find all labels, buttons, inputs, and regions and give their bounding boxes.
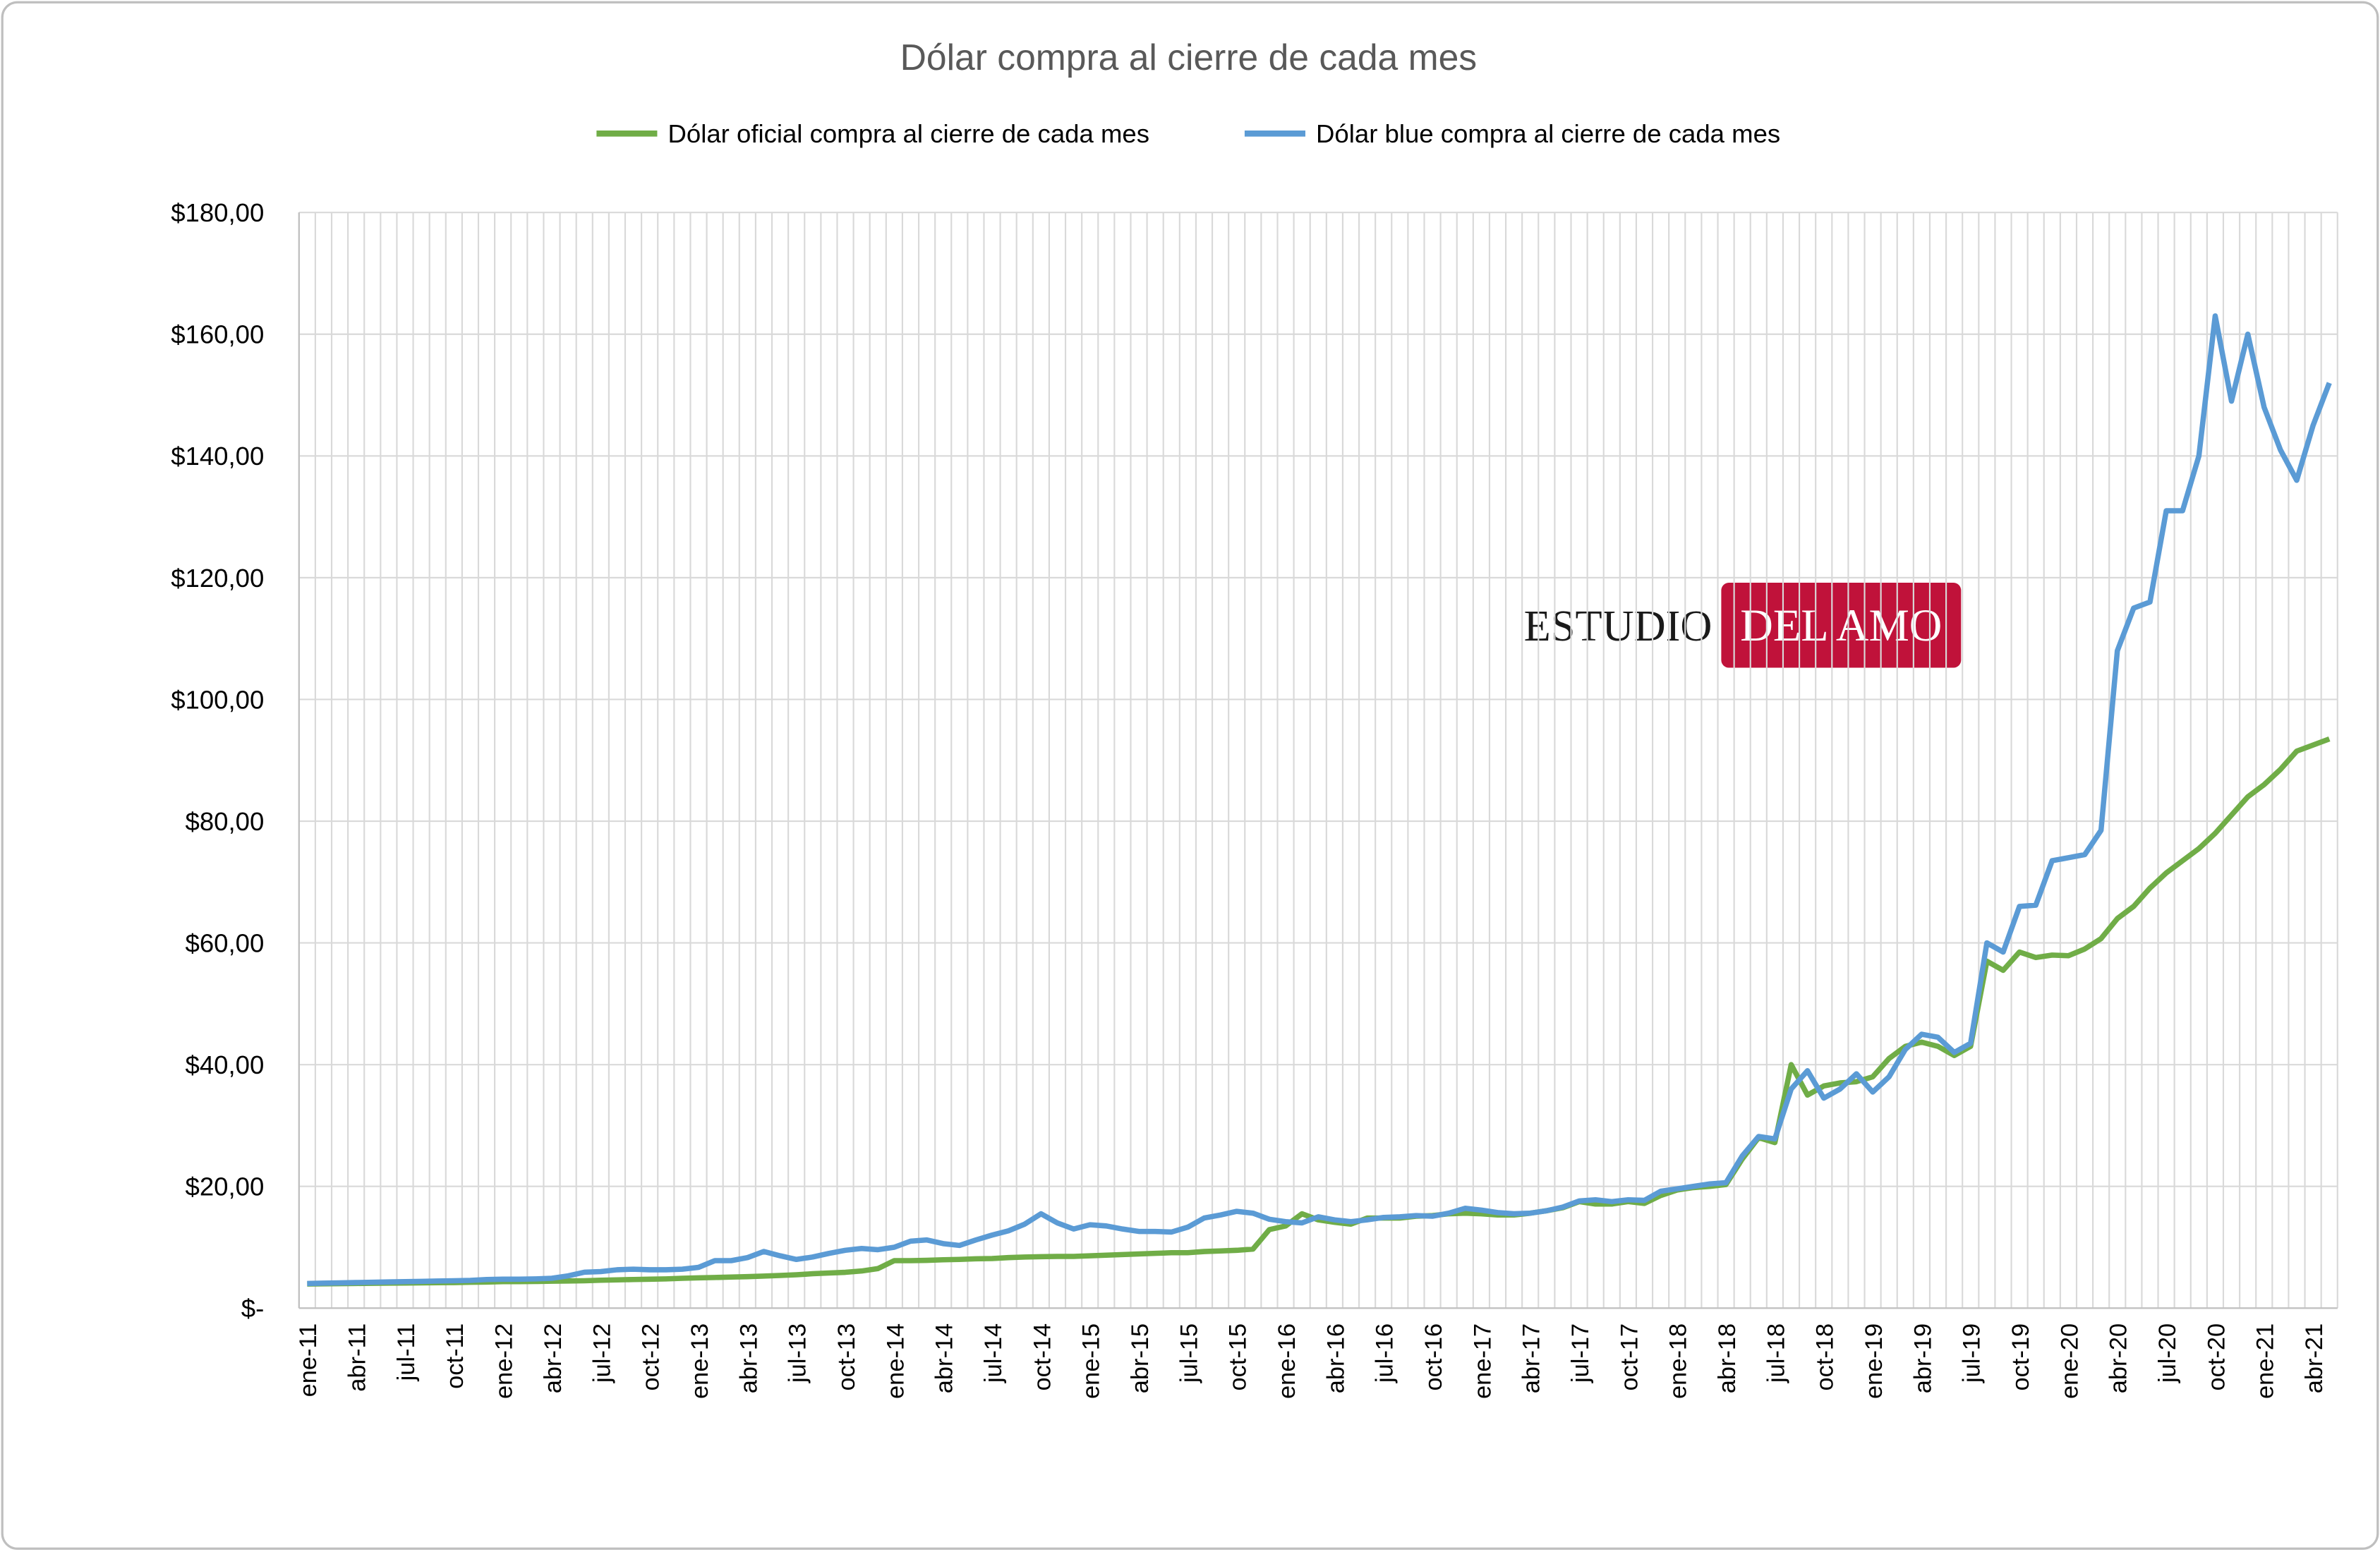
logo-right: DEL AMO xyxy=(1740,600,1942,650)
legend-label: Dólar blue compra al cierre de cada mes xyxy=(1316,119,1780,148)
series-line xyxy=(307,313,2332,1287)
y-tick-label: $100,00 xyxy=(171,685,264,714)
x-tick-label: oct-14 xyxy=(1029,1323,1056,1391)
x-tick-label: abr-20 xyxy=(2106,1323,2132,1393)
x-tick-label: jul-19 xyxy=(1959,1323,1986,1383)
x-tick-label: jul-14 xyxy=(980,1323,1007,1383)
y-tick-label: $180,00 xyxy=(171,198,264,227)
legend-label: Dólar oficial compra al cierre de cada m… xyxy=(668,119,1150,148)
y-tick-label: $120,00 xyxy=(171,564,264,593)
x-tick-label: oct-15 xyxy=(1225,1323,1252,1391)
x-tick-label: ene-14 xyxy=(882,1323,909,1399)
x-tick-label: abr-17 xyxy=(1518,1323,1545,1393)
x-tick-label: ene-11 xyxy=(295,1323,322,1398)
logo-box xyxy=(1721,583,1962,668)
x-tick-label: ene-15 xyxy=(1078,1323,1105,1399)
x-tick-label: oct-20 xyxy=(2203,1323,2230,1391)
x-tick-label: oct-17 xyxy=(1616,1323,1643,1391)
x-tick-label: jul-20 xyxy=(2154,1323,2181,1383)
lines xyxy=(307,313,2332,1287)
x-tick-label: oct-12 xyxy=(638,1323,665,1391)
x-tick-label: ene-21 xyxy=(2252,1323,2279,1399)
x-tick-label: jul-15 xyxy=(1176,1323,1202,1383)
x-tick-label: abr-16 xyxy=(1322,1323,1349,1393)
x-tick-label: abr-12 xyxy=(540,1323,567,1393)
y-tick-label: $140,00 xyxy=(171,442,264,471)
x-tick-label: jul-11 xyxy=(393,1323,420,1382)
y-tick-label: $40,00 xyxy=(186,1050,265,1079)
logo: ESTUDIO DEL AMO xyxy=(1524,583,1962,668)
x-tick-label: ene-12 xyxy=(491,1323,518,1399)
legend: Dólar oficial compra al cierre de cada m… xyxy=(596,119,1780,148)
x-tick-label: abr-18 xyxy=(1714,1323,1741,1393)
x-tick-label: oct-11 xyxy=(442,1323,469,1389)
y-tick-label: $20,00 xyxy=(186,1172,265,1201)
logo-left: ESTUDIO xyxy=(1524,602,1712,650)
y-tick-label: $160,00 xyxy=(171,320,264,349)
x-tick-label: jul-16 xyxy=(1372,1323,1399,1383)
x-tick-label: jul-18 xyxy=(1763,1323,1789,1383)
x-tick-label: ene-20 xyxy=(2056,1323,2083,1399)
x-tick-label: oct-19 xyxy=(2007,1323,2034,1391)
x-tick-label: ene-16 xyxy=(1274,1323,1300,1399)
x-tick-label: abr-15 xyxy=(1127,1323,1154,1393)
x-tick-label: ene-18 xyxy=(1665,1323,1692,1399)
x-tick-label: abr-14 xyxy=(931,1323,958,1393)
chart-title: Dólar compra al cierre de cada mes xyxy=(900,37,1478,78)
axes: $- $20,00 $40,00 $60,00 $80,00 $100,00 $120,00… xyxy=(171,198,2338,1399)
x-tick-label: abr-19 xyxy=(1909,1323,1936,1393)
x-tick-label: ene-17 xyxy=(1469,1323,1496,1399)
y-tick-label: $80,00 xyxy=(186,807,265,836)
x-tick-label: jul-12 xyxy=(588,1323,615,1383)
x-tick-label: oct-18 xyxy=(1812,1323,1839,1391)
y-tick-label: $60,00 xyxy=(186,928,265,957)
x-tick-label: abr-13 xyxy=(735,1323,762,1393)
x-tick-label: ene-19 xyxy=(1861,1323,1887,1399)
x-tick-label: jul-17 xyxy=(1567,1323,1594,1383)
y-tick-label: $- xyxy=(241,1294,265,1323)
x-tick-label: abr-21 xyxy=(2301,1323,2328,1393)
x-tick-label: ene-13 xyxy=(687,1323,713,1399)
x-tick-label: oct-16 xyxy=(1420,1323,1447,1391)
x-tick-label: oct-13 xyxy=(833,1323,860,1391)
series-line xyxy=(307,736,2331,1287)
x-tick-label: jul-13 xyxy=(785,1323,811,1383)
x-tick-label: abr-11 xyxy=(344,1323,371,1392)
